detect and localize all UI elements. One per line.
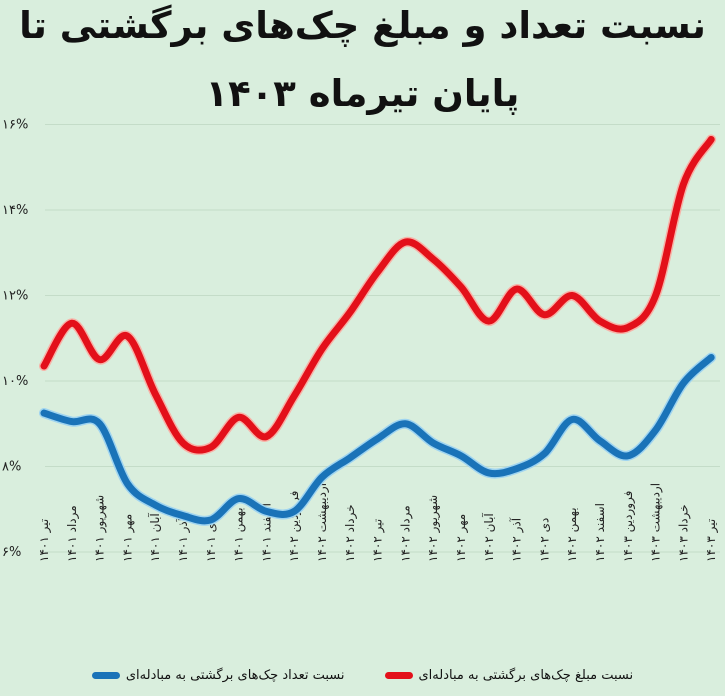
legend: نسبت مبلغ چک‌های برگشتی به مبادله‌ای نسب…: [0, 668, 725, 683]
y-tick-label: ۱۲%: [2, 289, 28, 304]
amount-ratio-line: [40, 135, 715, 454]
x-tick-label: خرداد ۱۴۰۲: [343, 504, 358, 562]
y-tick-label: ۱۰%: [2, 374, 28, 389]
x-tick-label: آذر ۱۴۰۲: [509, 517, 525, 562]
x-tick-label: فروردین ۱۴۰۳: [621, 491, 636, 562]
x-tick-label: شهریور ۱۴۰۱: [93, 495, 108, 562]
legend-item-count: نسبت تعداد چک‌های برگشتی به مبادله‌ای: [91, 668, 345, 683]
x-tick-label: اردیبهشت ۱۴۰۲: [315, 483, 330, 562]
legend-label-amount: نسبت مبلغ چک‌های برگشتی به مبادله‌ای: [418, 668, 634, 683]
chart-title-line-1: نسبت تعداد و مبلغ چک‌های برگشتی تا: [19, 4, 706, 47]
x-tick-label: آبان ۱۴۰۲: [481, 513, 496, 562]
y-tick-label: ۱۴%: [2, 203, 28, 218]
x-tick-label: دی ۱۴۰۲: [537, 518, 551, 562]
chart-title-line-2: پایان تیرماه ۱۴۰۳: [205, 72, 520, 115]
x-tick-label: تیر ۱۴۰۳: [704, 519, 719, 562]
x-tick-label: اردیبهشت ۱۴۰۳: [649, 483, 664, 562]
x-tick-label: اسفند ۱۴۰۱: [259, 503, 273, 562]
x-tick-label: مهر ۱۴۰۲: [454, 514, 469, 562]
y-axis: ۶% ۸% ۱۰% ۱۲% ۱۴% ۱۶%: [2, 118, 28, 561]
series-line-halo: [39, 134, 717, 456]
x-tick-label: خرداد ۱۴۰۳: [676, 504, 691, 562]
x-tick-label: تیر ۱۴۰۲: [371, 519, 386, 562]
legend-swatch-blue: [91, 672, 120, 679]
x-tick-label: تیر ۱۴۰۱: [37, 519, 52, 562]
x-tick-label: آبان ۱۴۰۱: [147, 513, 162, 562]
count-ratio-line: [40, 353, 715, 525]
x-tick-label: دی ۱۴۰۱: [204, 518, 218, 562]
x-tick-label: مهر ۱۴۰۱: [120, 514, 135, 562]
x-tick-label: شهریور ۱۴۰۲: [426, 495, 441, 562]
legend-label-count: نسبت تعداد چک‌های برگشتی به مبادله‌ای: [125, 668, 345, 683]
y-tick-label: ۶%: [2, 545, 21, 560]
x-tick-label: اسفند ۱۴۰۲: [593, 503, 607, 562]
x-tick-label: مرداد ۱۴۰۲: [398, 505, 413, 562]
legend-item-amount: نسبت مبلغ چک‌های برگشتی به مبادله‌ای: [384, 668, 634, 683]
series-lines: [39, 134, 717, 526]
x-tick-label: مرداد ۱۴۰۱: [65, 505, 80, 562]
grid-lines: [45, 124, 720, 553]
x-tick-label: بهمن ۱۴۰۱: [232, 507, 247, 562]
x-tick-label: بهمن ۱۴۰۲: [565, 507, 580, 562]
y-tick-label: ۸%: [2, 460, 21, 475]
x-tick-label: آذر ۱۴۰۱: [175, 517, 191, 562]
y-tick-label: ۱۶%: [2, 118, 28, 133]
legend-swatch-red: [384, 672, 413, 679]
